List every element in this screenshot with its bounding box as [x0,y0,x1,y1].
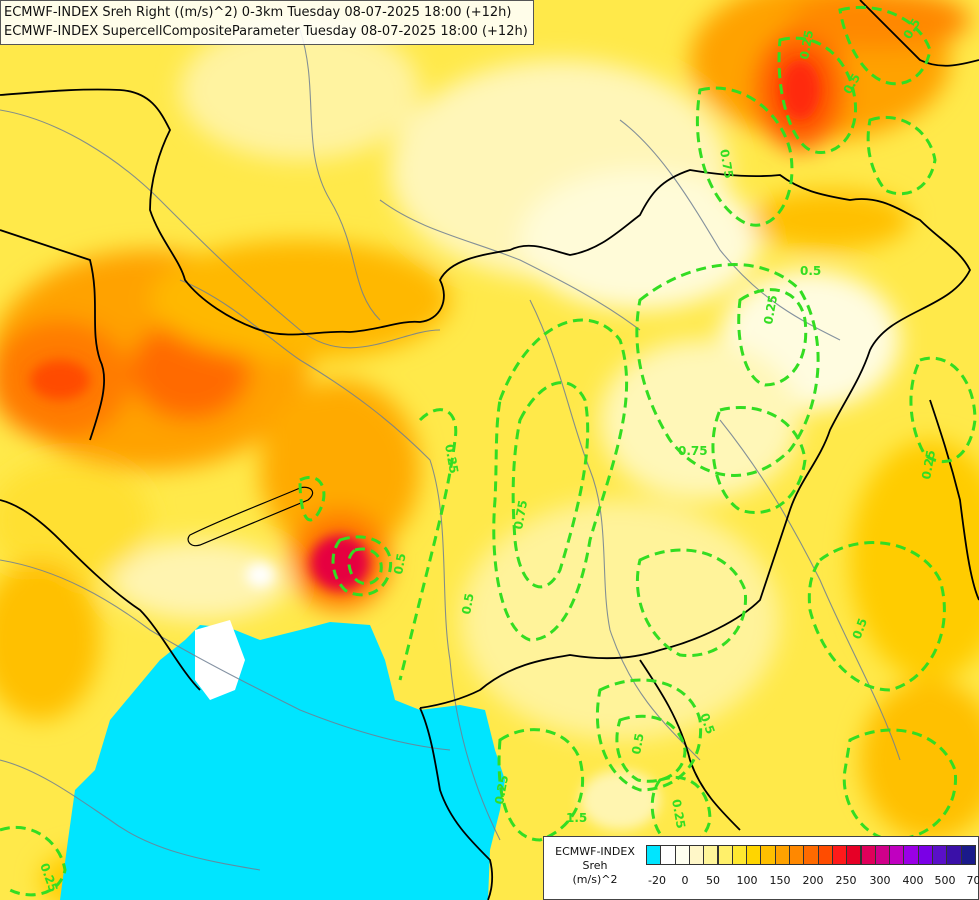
contour-label: 0.5 [391,552,408,575]
lake-balaton [187,486,314,547]
legend-swatch [674,845,690,865]
legend-tick-label: 500 [934,874,956,887]
contour-label: 0.5 [629,732,646,755]
sreh-hotspots [30,60,820,830]
white-patch [195,620,245,700]
legend-title-line-1: ECMWF-INDEX [555,845,635,858]
color-legend: ECMWF-INDEX Sreh (m/s)^2 -20 0 50 100 150 200… [543,836,979,900]
contour-label: 0.25 [442,443,461,475]
legend-title: ECMWF-INDEX Sreh (m/s)^2 [550,845,640,887]
legend-swatch [846,845,862,865]
legend-tick-label: 50 [706,874,720,887]
legend-swatch [917,845,933,865]
legend-swatch [746,845,762,865]
legend-swatch [903,845,919,865]
contour-label: 0.75 [678,444,708,458]
negative-sreh-area [60,622,505,900]
map-title-line-2: ECMWF-INDEX SupercellCompositeParameter … [4,24,528,39]
legend-swatch [703,845,719,865]
legend-tick-label: 200 [802,874,824,887]
legend-swatch [760,845,776,865]
contour-label: 0.25 [797,29,816,61]
contour-label: 0.5 [697,711,717,736]
legend-swatch [717,845,733,865]
legend-swatch [860,845,876,865]
legend-swatch [789,845,805,865]
legend-tick-label: 150 [769,874,791,887]
legend-swatch [817,845,833,865]
legend-title-line-3: (m/s)^2 [572,873,618,886]
legend-swatch [774,845,790,865]
legend-swatch [646,845,662,865]
contour-label: 0.25 [492,774,511,806]
map-title-box: ECMWF-INDEX Sreh Right ((m/s)^2) 0-3km T… [0,0,534,45]
legend-tick-label: 700 [966,874,979,887]
legend-tick-label: 0 [681,874,689,887]
legend-swatch [731,845,748,865]
legend-swatch [960,845,976,865]
contour-label: 1.5 [566,811,587,825]
contour-label: 0.5 [850,616,870,641]
contour-label: 0.75 [717,148,736,180]
scp-contours [0,5,977,897]
map-title-line-1: ECMWF-INDEX Sreh Right ((m/s)^2) 0-3km T… [4,5,512,20]
contour-label: 0.25 [919,449,938,481]
contour-label: 0.25 [761,294,780,326]
contour-label: 0.5 [800,264,821,278]
legend-tick-label: -20 [648,874,666,887]
contour-label: 0.25 [669,798,688,830]
legend-swatch [874,845,891,865]
legend-swatch [946,845,962,865]
legend-swatch [932,845,948,865]
contour-label: 0.75 [511,499,530,531]
rivers [0,29,901,871]
legend-tick-label: 400 [902,874,924,887]
legend-tick-label: 100 [736,874,758,887]
legend-swatch [803,845,819,865]
legend-title-line-2: Sreh [582,859,608,872]
contour-label: 0.5 [459,592,476,615]
legend-swatch [660,845,676,865]
legend-swatch [889,845,905,865]
legend-tick-label: 300 [869,874,891,887]
legend-swatch [688,845,705,865]
legend-tick-label: 250 [835,874,857,887]
legend-swatch [831,845,848,865]
